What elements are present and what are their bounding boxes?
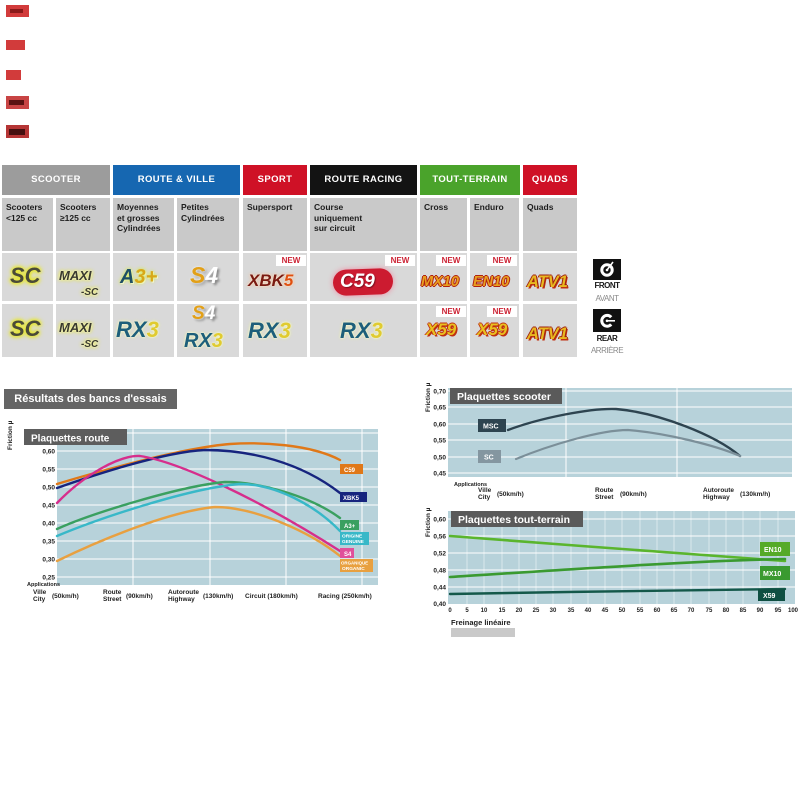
- svg-text:GENUINE: GENUINE: [342, 539, 365, 545]
- svg-text:35: 35: [568, 608, 575, 614]
- svg-text:XBK5: XBK5: [343, 496, 360, 502]
- svg-text:Circuit (180km/h): Circuit (180km/h): [245, 593, 298, 600]
- svg-text:60: 60: [654, 608, 661, 614]
- svg-text:(130km/h): (130km/h): [203, 593, 233, 600]
- svg-text:0,45: 0,45: [42, 503, 55, 510]
- svg-text:0,60: 0,60: [433, 422, 446, 429]
- svg-text:Racing (250km/h): Racing (250km/h): [318, 593, 372, 600]
- svg-text:80: 80: [723, 608, 730, 614]
- svg-text:Ville: Ville: [478, 487, 492, 494]
- svg-text:0,65: 0,65: [433, 405, 446, 412]
- svg-text:20: 20: [516, 608, 523, 614]
- svg-text:ORGANIC: ORGANIC: [342, 566, 365, 572]
- svg-text:Autoroute: Autoroute: [703, 487, 734, 494]
- svg-text:Freinage linéaire: Freinage linéaire: [451, 618, 511, 627]
- svg-text:75: 75: [706, 608, 713, 614]
- svg-text:MX10: MX10: [763, 571, 781, 578]
- svg-text:Applications: Applications: [27, 582, 60, 588]
- svg-text:SC: SC: [484, 455, 494, 462]
- svg-text:(50km/h): (50km/h): [52, 593, 79, 600]
- svg-text:0,52: 0,52: [433, 551, 446, 558]
- svg-text:0,50: 0,50: [433, 455, 446, 462]
- svg-text:0,35: 0,35: [42, 539, 55, 546]
- svg-text:70: 70: [688, 608, 695, 614]
- svg-text:0,40: 0,40: [433, 601, 446, 608]
- svg-text:Street: Street: [103, 596, 122, 603]
- svg-text:(90km/h): (90km/h): [620, 491, 647, 498]
- svg-text:0,25: 0,25: [42, 575, 55, 582]
- svg-text:45: 45: [602, 608, 609, 614]
- svg-text:0,45: 0,45: [433, 471, 446, 478]
- svg-text:0,60: 0,60: [433, 517, 446, 524]
- svg-text:(50km/h): (50km/h): [497, 491, 524, 498]
- svg-text:X59: X59: [763, 593, 776, 600]
- svg-text:40: 40: [585, 608, 592, 614]
- svg-text:Autoroute: Autoroute: [168, 589, 199, 596]
- svg-text:Highway: Highway: [703, 494, 730, 501]
- svg-text:C59: C59: [344, 468, 356, 474]
- svg-text:EN10: EN10: [764, 547, 782, 554]
- svg-text:0,50: 0,50: [42, 485, 55, 492]
- svg-text:0,55: 0,55: [42, 467, 55, 474]
- svg-text:Plaquettes tout-terrain: Plaquettes tout-terrain: [458, 514, 570, 526]
- svg-text:Highway: Highway: [168, 596, 195, 603]
- svg-text:City: City: [33, 596, 46, 603]
- svg-text:Ville: Ville: [33, 589, 47, 596]
- svg-text:0,40: 0,40: [42, 521, 55, 528]
- svg-text:MSC: MSC: [483, 424, 499, 431]
- svg-text:0: 0: [448, 608, 452, 614]
- svg-text:0,56: 0,56: [433, 534, 446, 541]
- svg-text:Plaquettes route: Plaquettes route: [31, 434, 110, 445]
- svg-text:ORGANIQUE: ORGANIQUE: [341, 561, 368, 566]
- svg-text:Route: Route: [103, 589, 122, 596]
- svg-text:ORIGINE: ORIGINE: [342, 534, 363, 540]
- svg-text:Route: Route: [595, 487, 614, 494]
- svg-text:10: 10: [481, 608, 488, 614]
- svg-text:90: 90: [757, 608, 764, 614]
- svg-text:(130km/h): (130km/h): [740, 491, 770, 498]
- svg-text:Applications: Applications: [454, 482, 487, 488]
- svg-text:50: 50: [619, 608, 626, 614]
- svg-text:Plaquettes scooter: Plaquettes scooter: [457, 391, 551, 403]
- svg-text:0,44: 0,44: [433, 585, 446, 592]
- svg-text:0,30: 0,30: [42, 557, 55, 564]
- svg-text:25: 25: [533, 608, 540, 614]
- svg-text:55: 55: [637, 608, 644, 614]
- svg-text:5: 5: [465, 608, 469, 614]
- svg-text:30: 30: [550, 608, 557, 614]
- svg-text:City: City: [478, 494, 491, 501]
- svg-text:0,70: 0,70: [433, 389, 446, 396]
- svg-text:65: 65: [671, 608, 678, 614]
- svg-text:85: 85: [740, 608, 747, 614]
- svg-text:Friction µ: Friction µ: [7, 420, 14, 450]
- svg-text:(90km/h): (90km/h): [126, 593, 153, 600]
- svg-text:Friction µ: Friction µ: [425, 507, 432, 537]
- svg-text:Friction µ: Friction µ: [425, 382, 432, 412]
- svg-text:0,48: 0,48: [433, 568, 446, 575]
- svg-text:15: 15: [499, 608, 506, 614]
- svg-text:Street: Street: [595, 494, 614, 501]
- svg-text:0,55: 0,55: [433, 438, 446, 445]
- svg-text:A3+: A3+: [344, 524, 356, 530]
- svg-text:95: 95: [775, 608, 782, 614]
- svg-text:0,60: 0,60: [42, 449, 55, 456]
- svg-text:S4: S4: [344, 552, 352, 558]
- svg-text:100: 100: [788, 608, 799, 614]
